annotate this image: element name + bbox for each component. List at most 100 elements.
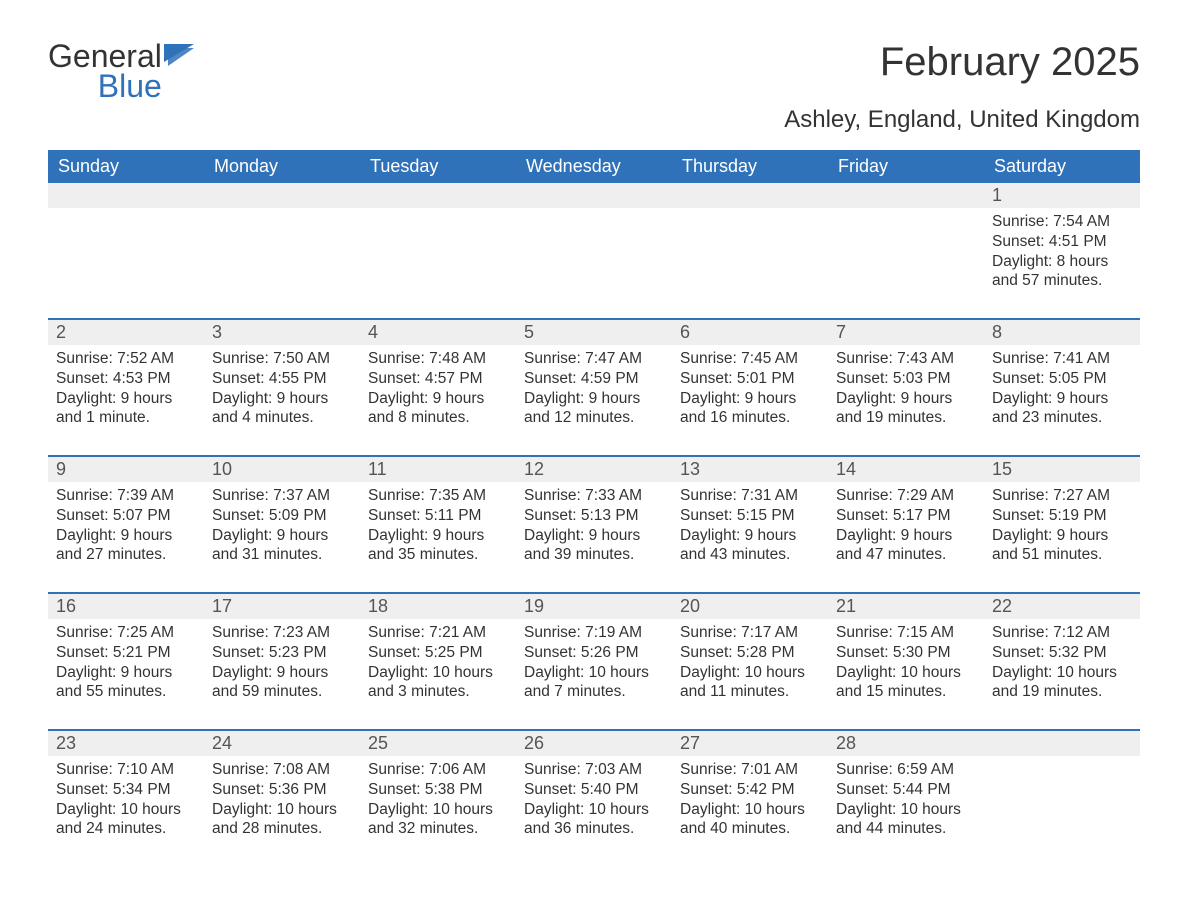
day-sunrise: Sunrise: 7:03 AM [524, 760, 664, 780]
day-number: 1 [984, 183, 1140, 208]
day-sunrise: Sunrise: 7:01 AM [680, 760, 820, 780]
day-sunset: Sunset: 4:51 PM [992, 232, 1132, 252]
day-cell [48, 208, 204, 304]
day-daylight2: and 35 minutes. [368, 545, 508, 565]
day-sunrise: Sunrise: 7:10 AM [56, 760, 196, 780]
day-sunrise: Sunrise: 7:19 AM [524, 623, 664, 643]
day-sunset: Sunset: 5:36 PM [212, 780, 352, 800]
day-cell: Sunrise: 7:33 AMSunset: 5:13 PMDaylight:… [516, 482, 672, 578]
day-cell: Sunrise: 7:21 AMSunset: 5:25 PMDaylight:… [360, 619, 516, 715]
day-cell: Sunrise: 7:19 AMSunset: 5:26 PMDaylight:… [516, 619, 672, 715]
day-daylight2: and 28 minutes. [212, 819, 352, 839]
day-sunrise: Sunrise: 7:54 AM [992, 212, 1132, 232]
day-sunrise: Sunrise: 7:29 AM [836, 486, 976, 506]
day-daylight1: Daylight: 10 hours [212, 800, 352, 820]
day-cell: Sunrise: 7:48 AMSunset: 4:57 PMDaylight:… [360, 345, 516, 441]
day-cell [672, 208, 828, 304]
day-number [516, 183, 672, 208]
day-daylight2: and 47 minutes. [836, 545, 976, 565]
day-sunrise: Sunrise: 7:52 AM [56, 349, 196, 369]
day-sunset: Sunset: 5:32 PM [992, 643, 1132, 663]
day-sunset: Sunset: 5:09 PM [212, 506, 352, 526]
day-cell: Sunrise: 7:31 AMSunset: 5:15 PMDaylight:… [672, 482, 828, 578]
day-sunrise: Sunrise: 7:27 AM [992, 486, 1132, 506]
day-sunrise: Sunrise: 7:17 AM [680, 623, 820, 643]
day-cell [360, 208, 516, 304]
day-number: 12 [516, 457, 672, 482]
day-daylight2: and 44 minutes. [836, 819, 976, 839]
day-number: 6 [672, 320, 828, 345]
day-cell: Sunrise: 7:25 AMSunset: 5:21 PMDaylight:… [48, 619, 204, 715]
day-daylight1: Daylight: 9 hours [680, 526, 820, 546]
day-header: Friday [828, 150, 984, 183]
day-number [984, 731, 1140, 756]
day-number: 18 [360, 594, 516, 619]
day-cell: Sunrise: 7:29 AMSunset: 5:17 PMDaylight:… [828, 482, 984, 578]
day-sunset: Sunset: 5:28 PM [680, 643, 820, 663]
day-daylight2: and 32 minutes. [368, 819, 508, 839]
day-daylight2: and 36 minutes. [524, 819, 664, 839]
day-sunset: Sunset: 5:44 PM [836, 780, 976, 800]
day-sunrise: Sunrise: 7:41 AM [992, 349, 1132, 369]
day-sunset: Sunset: 5:25 PM [368, 643, 508, 663]
week-row: 232425262728Sunrise: 7:10 AMSunset: 5:34… [48, 729, 1140, 852]
day-cell: Sunrise: 7:41 AMSunset: 5:05 PMDaylight:… [984, 345, 1140, 441]
day-daylight2: and 19 minutes. [836, 408, 976, 428]
day-sunrise: Sunrise: 7:37 AM [212, 486, 352, 506]
day-number: 24 [204, 731, 360, 756]
day-daylight1: Daylight: 10 hours [56, 800, 196, 820]
day-sunrise: Sunrise: 6:59 AM [836, 760, 976, 780]
day-sunset: Sunset: 4:59 PM [524, 369, 664, 389]
day-cell: Sunrise: 6:59 AMSunset: 5:44 PMDaylight:… [828, 756, 984, 852]
day-cell: Sunrise: 7:47 AMSunset: 4:59 PMDaylight:… [516, 345, 672, 441]
day-daylight1: Daylight: 10 hours [524, 663, 664, 683]
day-daylight1: Daylight: 10 hours [524, 800, 664, 820]
day-daylight1: Daylight: 10 hours [680, 663, 820, 683]
day-number: 14 [828, 457, 984, 482]
day-sunset: Sunset: 5:17 PM [836, 506, 976, 526]
day-daylight1: Daylight: 9 hours [56, 663, 196, 683]
day-number [672, 183, 828, 208]
day-number: 3 [204, 320, 360, 345]
day-daylight1: Daylight: 9 hours [680, 389, 820, 409]
day-daylight1: Daylight: 9 hours [992, 526, 1132, 546]
day-cell: Sunrise: 7:39 AMSunset: 5:07 PMDaylight:… [48, 482, 204, 578]
brand-logo: General Blue [48, 40, 194, 102]
day-cell [204, 208, 360, 304]
day-number [828, 183, 984, 208]
day-cell [516, 208, 672, 304]
day-daylight1: Daylight: 9 hours [212, 526, 352, 546]
day-daylight2: and 27 minutes. [56, 545, 196, 565]
day-sunrise: Sunrise: 7:25 AM [56, 623, 196, 643]
day-cell: Sunrise: 7:54 AMSunset: 4:51 PMDaylight:… [984, 208, 1140, 304]
day-daylight1: Daylight: 9 hours [836, 389, 976, 409]
day-number: 22 [984, 594, 1140, 619]
day-number: 13 [672, 457, 828, 482]
day-sunrise: Sunrise: 7:12 AM [992, 623, 1132, 643]
day-daylight1: Daylight: 9 hours [524, 389, 664, 409]
day-header: Monday [204, 150, 360, 183]
page-title: February 2025 [880, 40, 1140, 85]
day-cell: Sunrise: 7:45 AMSunset: 5:01 PMDaylight:… [672, 345, 828, 441]
day-daylight1: Daylight: 9 hours [992, 389, 1132, 409]
day-sunset: Sunset: 5:26 PM [524, 643, 664, 663]
page-subtitle: Ashley, England, United Kingdom [48, 106, 1140, 134]
day-daylight2: and 31 minutes. [212, 545, 352, 565]
week-row: 16171819202122Sunrise: 7:25 AMSunset: 5:… [48, 592, 1140, 715]
day-daylight2: and 39 minutes. [524, 545, 664, 565]
flag-icon [164, 44, 194, 66]
day-daylight2: and 7 minutes. [524, 682, 664, 702]
day-cell: Sunrise: 7:06 AMSunset: 5:38 PMDaylight:… [360, 756, 516, 852]
day-number: 20 [672, 594, 828, 619]
day-sunset: Sunset: 5:11 PM [368, 506, 508, 526]
day-sunrise: Sunrise: 7:50 AM [212, 349, 352, 369]
day-daylight1: Daylight: 9 hours [524, 526, 664, 546]
day-number: 28 [828, 731, 984, 756]
day-daylight1: Daylight: 10 hours [368, 663, 508, 683]
day-number [48, 183, 204, 208]
day-daylight1: Daylight: 10 hours [836, 663, 976, 683]
day-cell: Sunrise: 7:35 AMSunset: 5:11 PMDaylight:… [360, 482, 516, 578]
day-daylight2: and 55 minutes. [56, 682, 196, 702]
day-sunset: Sunset: 5:07 PM [56, 506, 196, 526]
day-sunrise: Sunrise: 7:08 AM [212, 760, 352, 780]
